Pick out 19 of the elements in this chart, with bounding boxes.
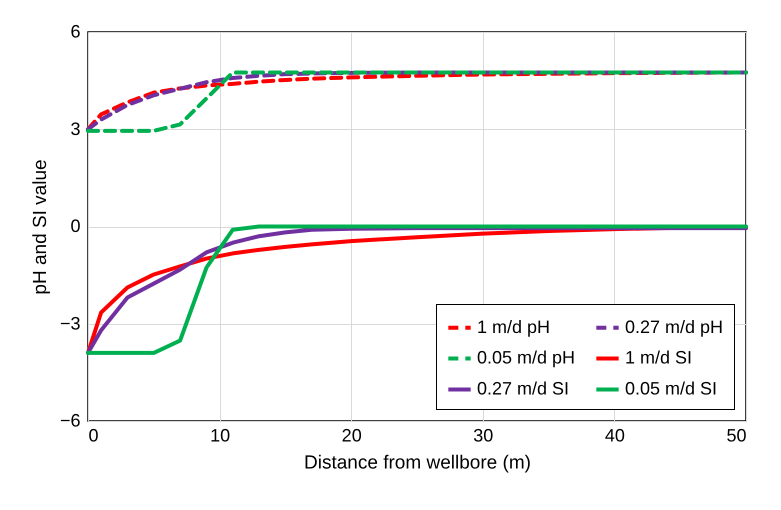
x-tick-label: 50 — [726, 426, 746, 446]
x-tick-label: 20 — [342, 426, 362, 446]
x-axis-title: Distance from wellbore (m) — [304, 452, 531, 474]
legend-label: 1 m/d pH — [477, 316, 550, 337]
x-tick-label: 0 — [88, 426, 99, 446]
y-axis-title: pH and SI value — [30, 159, 51, 295]
y-tick-label: 0 — [70, 216, 80, 236]
legend-label: 0.05 m/d pH — [477, 348, 576, 368]
legend-label: 0.27 m/d pH — [625, 316, 724, 337]
legend-label: 0.05 m/d SI — [625, 378, 718, 398]
x-tick-label: 10 — [210, 426, 230, 446]
legend-label: 0.27 m/d SI — [477, 378, 570, 398]
x-tick-label: 40 — [604, 426, 625, 446]
y-tick-label: 3 — [70, 118, 80, 139]
y-tick-label: −3 — [60, 313, 80, 334]
legend-label: 1 m/d SI — [625, 348, 692, 368]
x-tick-label: 30 — [473, 426, 494, 446]
y-tick-label: −6 — [60, 410, 80, 430]
y-tick-label: 6 — [70, 22, 80, 42]
